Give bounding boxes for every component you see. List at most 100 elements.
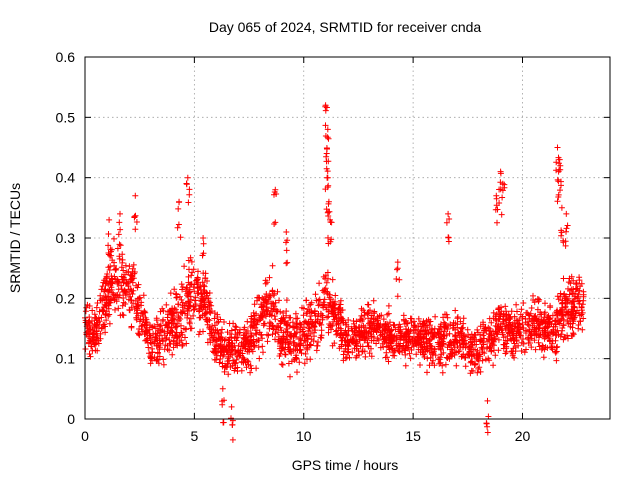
data-point <box>231 360 238 367</box>
data-point <box>129 279 136 286</box>
data-point <box>406 350 413 357</box>
data-point <box>435 325 442 332</box>
data-point <box>175 205 182 212</box>
data-point <box>248 346 255 353</box>
data-point <box>283 308 290 315</box>
data-point <box>518 339 525 346</box>
data-point <box>217 349 224 356</box>
data-point <box>185 273 192 280</box>
data-point <box>440 314 447 321</box>
data-point <box>172 324 179 331</box>
data-point <box>479 339 486 346</box>
data-point <box>557 162 564 169</box>
data-point <box>292 310 299 317</box>
data-point <box>178 281 185 288</box>
data-point <box>452 320 459 327</box>
data-point <box>568 315 574 322</box>
data-point <box>269 331 276 338</box>
data-point <box>275 329 281 336</box>
data-point <box>140 292 147 299</box>
x-axis-label: GPS time / hours <box>292 457 399 473</box>
data-point <box>102 311 109 317</box>
data-point <box>107 252 113 259</box>
data-point <box>385 358 392 365</box>
data-point <box>393 335 400 342</box>
data-point <box>149 323 156 330</box>
data-point <box>385 342 392 349</box>
data-point <box>494 331 501 338</box>
data-point <box>337 301 344 308</box>
data-point <box>507 335 514 342</box>
data-point <box>535 316 542 323</box>
data-point <box>218 348 225 355</box>
data-point <box>431 334 437 341</box>
data-point <box>87 353 94 360</box>
data-point <box>429 351 435 358</box>
data-point <box>446 353 453 360</box>
data-point <box>479 357 486 364</box>
data-point <box>112 306 118 313</box>
data-point <box>452 332 458 338</box>
data-point <box>462 354 469 361</box>
data-point <box>186 281 193 288</box>
data-point <box>157 340 164 347</box>
data-point <box>229 352 236 358</box>
data-point <box>549 346 556 353</box>
data-point <box>117 210 123 217</box>
data-point <box>498 327 505 334</box>
data-point <box>548 328 555 335</box>
data-point <box>323 145 330 151</box>
data-point <box>231 367 238 374</box>
data-point <box>195 289 202 296</box>
data-point <box>204 339 211 346</box>
data-point <box>569 298 576 305</box>
data-point <box>458 337 465 344</box>
data-point <box>380 316 387 323</box>
data-point <box>513 301 520 308</box>
data-point <box>338 343 345 350</box>
data-point <box>115 305 122 312</box>
data-point <box>557 187 563 194</box>
data-point <box>313 347 320 354</box>
data-point <box>242 336 249 343</box>
data-point <box>310 338 317 344</box>
data-point <box>128 287 135 294</box>
data-point <box>272 299 279 306</box>
tick-labels: 0 0.1 0.2 0.3 0.4 0.5 0.6 0 5 10 15 20 <box>56 49 531 444</box>
data-point <box>407 355 414 362</box>
data-point <box>376 324 383 331</box>
data-point <box>119 311 126 318</box>
data-point <box>309 319 316 326</box>
data-point <box>155 360 162 367</box>
data-point <box>541 314 548 321</box>
data-point <box>148 354 155 361</box>
data-point <box>316 280 323 287</box>
data-point <box>132 212 139 219</box>
data-point <box>332 292 339 299</box>
data-point <box>476 351 483 358</box>
data-point <box>175 221 182 228</box>
data-point <box>225 353 232 360</box>
data-point <box>520 336 526 342</box>
data-point <box>514 308 520 315</box>
data-point <box>459 353 466 360</box>
data-point <box>490 309 497 316</box>
data-point <box>500 341 507 348</box>
data-point <box>558 315 565 322</box>
data-point <box>429 326 436 333</box>
data-point <box>307 313 314 320</box>
data-point <box>449 350 456 357</box>
data-point <box>362 336 369 343</box>
data-point <box>323 279 330 286</box>
data-point <box>495 336 502 343</box>
data-point <box>287 373 293 380</box>
data-point <box>177 234 184 241</box>
data-point <box>334 330 341 337</box>
data-point <box>327 219 334 225</box>
chart-title: Day 065 of 2024, SRMTID for receiver cnd… <box>209 19 482 35</box>
data-point <box>211 315 218 322</box>
data-point <box>167 327 174 334</box>
data-point <box>234 364 241 371</box>
data-point <box>423 330 430 337</box>
data-point <box>120 312 127 319</box>
